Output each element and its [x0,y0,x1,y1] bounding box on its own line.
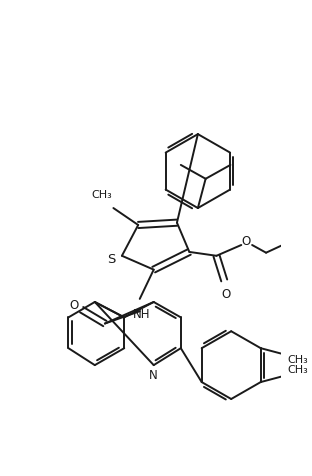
Text: S: S [107,253,115,266]
Text: O: O [241,236,251,248]
Text: CH₃: CH₃ [287,365,308,375]
Text: NH: NH [133,308,150,321]
Text: N: N [149,369,158,382]
Text: CH₃: CH₃ [287,356,308,366]
Text: O: O [221,288,230,301]
Text: O: O [69,298,79,312]
Text: CH₃: CH₃ [91,190,112,200]
